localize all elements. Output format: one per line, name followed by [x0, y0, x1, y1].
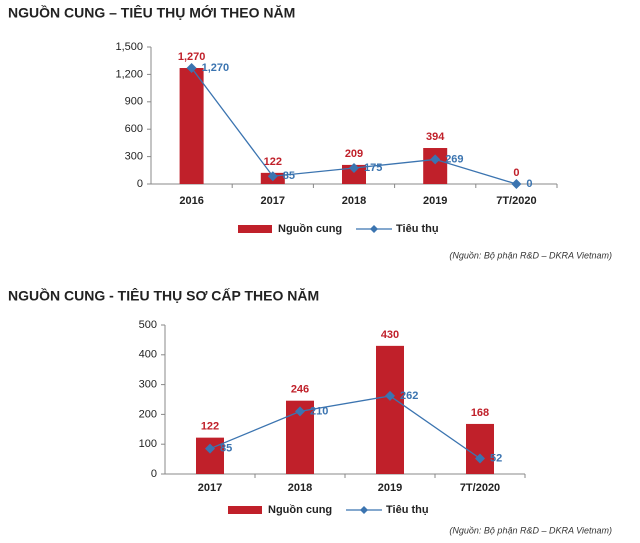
chart-title: NGUỒN CUNG – TIÊU THỤ MỚI THEO NĂM [8, 4, 295, 21]
bar-label: 246 [291, 384, 309, 396]
chart-title: NGUỒN CUNG - TIÊU THỤ SƠ CẤP THEO NĂM [8, 287, 319, 304]
marker [205, 443, 215, 454]
x-tick-label: 2017 [198, 482, 222, 494]
y-tick-label: 300 [125, 151, 143, 163]
x-tick-label: 2019 [378, 482, 402, 494]
line-label: 52 [490, 452, 502, 464]
line-label: 1,270 [202, 62, 230, 74]
marker [295, 406, 305, 417]
line-label: 262 [400, 390, 418, 402]
marker [267, 171, 278, 182]
x-tick-label: 2017 [261, 195, 285, 207]
legend-swatch [228, 506, 262, 514]
y-tick-label: 300 [139, 379, 157, 391]
legend-marker [360, 506, 368, 514]
line [209, 395, 481, 460]
marker [430, 154, 441, 165]
bar [376, 345, 404, 474]
marker [511, 179, 522, 189]
x-tick-label: 2016 [179, 195, 203, 207]
legend-label: Tiêu thụ [396, 223, 439, 235]
bar [466, 423, 494, 474]
x-tick-label: 2018 [288, 482, 312, 494]
line-label: 85 [220, 443, 232, 455]
line-label: 175 [364, 162, 382, 174]
legend-label: Nguồn cung [278, 223, 342, 235]
x-tick-label: 2018 [342, 195, 366, 207]
x-tick-label: 7T/2020 [460, 482, 500, 494]
x-tick-label: 7T/2020 [496, 195, 536, 207]
bar-label: 122 [201, 421, 219, 433]
bar [342, 164, 366, 184]
marker [475, 453, 485, 464]
y-tick-label: 500 [139, 319, 157, 331]
line-label: 85 [283, 170, 295, 182]
line-label: 0 [526, 178, 532, 190]
bar-label: 394 [426, 131, 445, 143]
y-tick-label: 200 [139, 408, 157, 420]
legend-label: Tiêu thụ [386, 504, 429, 516]
bar-label: 122 [264, 156, 282, 168]
y-tick-label: 1,500 [115, 41, 143, 53]
y-tick-label: 100 [139, 438, 157, 450]
bar-label: 430 [381, 329, 399, 341]
bar [423, 148, 448, 184]
line-label: 269 [445, 153, 463, 165]
y-tick-label: 0 [137, 178, 143, 190]
bar-label: 0 [513, 167, 519, 179]
marker [186, 63, 197, 74]
legend-marker [370, 225, 378, 233]
bar-label: 1,270 [178, 51, 206, 63]
bar-label: 168 [471, 407, 489, 419]
marker [385, 390, 395, 401]
legend-label: Nguồn cung [268, 504, 332, 516]
y-tick-label: 600 [125, 123, 143, 135]
y-tick-label: 400 [139, 349, 157, 361]
y-tick-label: 900 [125, 96, 143, 108]
x-tick-label: 2019 [423, 195, 447, 207]
marker [349, 163, 359, 174]
y-tick-label: 1,200 [115, 68, 143, 80]
bar-label: 209 [345, 148, 363, 160]
source-note: (Nguồn: Bộ phận R&D – DKRA Vietnam) [449, 250, 612, 260]
line-label: 210 [310, 405, 328, 417]
legend-swatch [238, 225, 272, 233]
bar [179, 68, 204, 184]
source-note: (Nguồn: Bộ phận R&D – DKRA Vietnam) [449, 525, 612, 535]
y-tick-label: 0 [151, 468, 157, 480]
